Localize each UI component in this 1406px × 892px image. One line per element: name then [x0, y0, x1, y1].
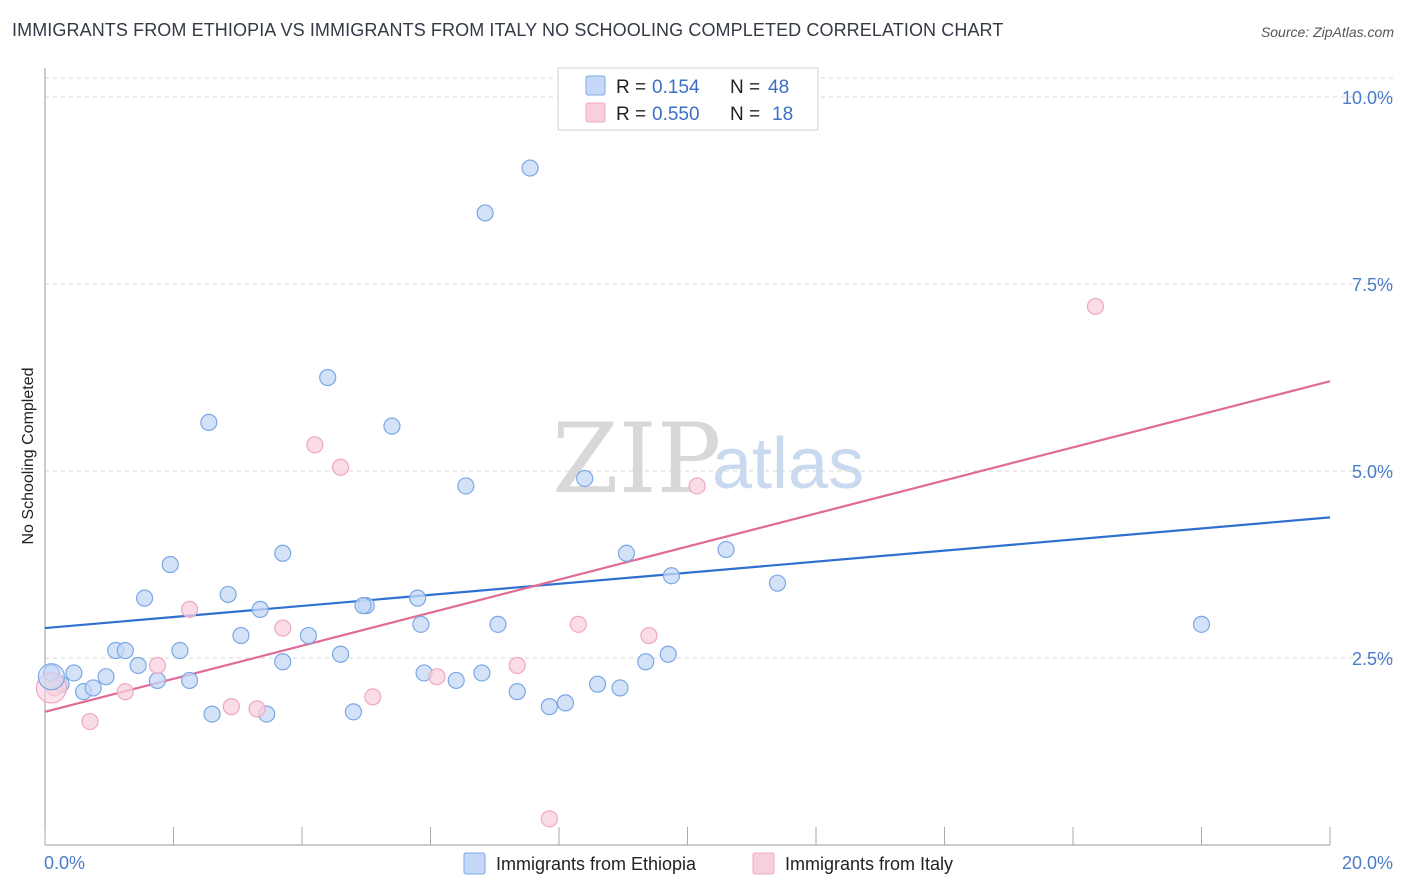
legend-n-value-2: 18 — [772, 104, 793, 125]
data-point-italy — [1086, 297, 1105, 316]
data-point-italy — [540, 810, 558, 828]
data-point-ethiopia — [637, 653, 655, 671]
data-point-italy — [640, 626, 658, 645]
data-point-ethiopia — [148, 671, 167, 690]
bottom-legend-swatch-italy — [752, 852, 775, 875]
y-tick-label: 10.0% — [1342, 88, 1393, 108]
data-point-italy — [180, 600, 199, 618]
data-points — [35, 159, 1211, 828]
data-point-ethiopia — [203, 705, 221, 723]
data-point-ethiopia — [344, 703, 362, 721]
legend-r-label-2: R = — [616, 104, 646, 125]
data-point-ethiopia — [617, 544, 636, 562]
data-point-ethiopia — [576, 469, 594, 488]
data-point-ethiopia — [319, 368, 337, 387]
y-tick-label: 2.5% — [1352, 649, 1393, 669]
data-point-ethiopia — [556, 694, 575, 712]
data-point-ethiopia — [97, 668, 115, 686]
data-point-ethiopia — [540, 698, 558, 716]
y-axis-title: No Schooling Completed — [20, 368, 37, 545]
data-point-italy — [428, 668, 446, 686]
legend-box: R = 0.154 N = 48 R = 0.550 N = 18 — [557, 67, 819, 131]
data-point-ethiopia — [659, 645, 677, 663]
bottom-legend-label-italy: Immigrants from Italy — [785, 854, 953, 874]
data-point-ethiopia — [251, 600, 269, 618]
legend-n-label-2: N = — [730, 104, 760, 125]
data-point-ethiopia — [274, 544, 292, 562]
bottom-legend: Immigrants from Ethiopia Immigrants from… — [463, 852, 953, 875]
data-point-ethiopia — [354, 597, 372, 615]
data-point-ethiopia — [331, 645, 350, 663]
legend-r-label-1: R = — [616, 77, 646, 98]
data-point-ethiopia — [457, 477, 475, 495]
data-point-ethiopia — [135, 589, 154, 607]
data-point-ethiopia — [171, 641, 189, 660]
legend-swatch-italy — [585, 102, 606, 123]
data-point-ethiopia — [409, 589, 427, 607]
trend-line-ethiopia — [44, 516, 1331, 630]
y-tick-label: 7.5% — [1352, 275, 1393, 295]
data-point-italy — [306, 436, 324, 454]
data-point-italy — [331, 458, 350, 476]
data-point-italy — [274, 619, 292, 637]
chart-title: IMMIGRANTS FROM ETHIOPIA VS IMMIGRANTS F… — [12, 20, 1004, 40]
data-point-ethiopia — [662, 567, 681, 585]
data-point-italy — [364, 688, 382, 706]
data-point-italy — [222, 698, 240, 716]
source-label: Source: ZipAtlas.com — [1260, 24, 1394, 40]
data-point-ethiopia — [768, 574, 787, 592]
data-point-ethiopia — [383, 417, 401, 435]
data-point-ethiopia — [84, 679, 102, 697]
data-point-ethiopia — [489, 615, 507, 633]
data-point-ethiopia — [180, 671, 199, 690]
data-point-italy — [508, 656, 526, 675]
data-point-italy — [248, 700, 266, 718]
legend-n-label-1: N = — [730, 77, 760, 98]
watermark-zip: ZIP — [552, 403, 721, 515]
data-point-ethiopia — [274, 653, 292, 671]
legend-r-value-2: 0.550 — [652, 104, 700, 125]
data-point-ethiopia — [447, 671, 465, 690]
data-point-ethiopia — [129, 656, 147, 675]
data-point-italy — [81, 712, 99, 731]
y-tick-label: 5.0% — [1352, 462, 1393, 482]
watermark-atlas: atlas — [712, 424, 864, 504]
data-point-italy — [148, 656, 167, 675]
data-point-ethiopia — [161, 555, 179, 574]
data-point-ethiopia — [508, 683, 526, 701]
data-point-ethiopia — [219, 585, 237, 604]
x-tick-label-min: 0.0% — [44, 853, 85, 873]
x-tick-marks — [44, 827, 1331, 845]
data-point-ethiopia — [476, 204, 494, 222]
legend-n-value-1: 48 — [768, 77, 789, 98]
data-point-italy — [688, 477, 706, 495]
data-point-ethiopia — [116, 641, 134, 660]
data-point-ethiopia — [37, 663, 66, 691]
y-tick-labels: 2.5% 5.0% 7.5% 10.0% — [1342, 88, 1393, 669]
data-point-ethiopia — [521, 159, 539, 177]
x-tick-label-max: 20.0% — [1342, 853, 1393, 873]
data-point-ethiopia — [1192, 615, 1211, 633]
data-point-ethiopia — [717, 540, 735, 559]
data-point-ethiopia — [299, 626, 318, 645]
data-point-italy — [116, 683, 134, 701]
data-point-ethiopia — [200, 413, 218, 431]
data-point-italy — [569, 615, 587, 633]
data-point-ethiopia — [473, 664, 491, 682]
legend-swatch-ethiopia — [585, 75, 606, 96]
data-point-ethiopia — [588, 675, 607, 693]
data-point-ethiopia — [611, 679, 629, 697]
legend-r-value-1: 0.154 — [652, 77, 700, 98]
trend-line-italy — [44, 380, 1331, 713]
data-point-ethiopia — [65, 664, 83, 682]
bottom-legend-label-ethiopia: Immigrants from Ethiopia — [496, 854, 697, 874]
data-point-ethiopia — [232, 626, 250, 645]
data-point-ethiopia — [412, 615, 430, 633]
bottom-legend-swatch-ethiopia — [463, 852, 486, 875]
